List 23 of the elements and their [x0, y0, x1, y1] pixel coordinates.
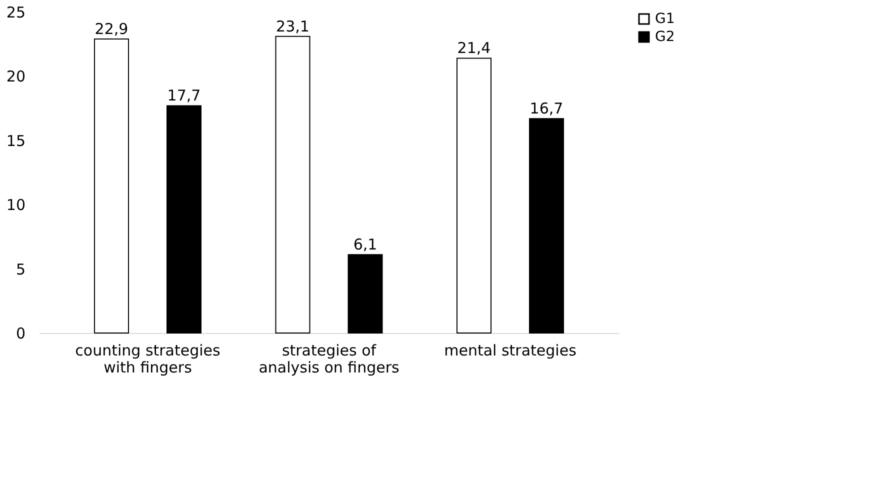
data-label: 21,4 [457, 39, 491, 58]
data-label: 22,9 [94, 20, 128, 38]
y-tick-label: 0 [16, 324, 26, 342]
bar [166, 105, 202, 334]
x-tick-label: strategies of analysis on fingers [258, 342, 400, 376]
x-tick-label: counting strategies with fingers [75, 342, 221, 376]
x-tick-label: mental strategies [444, 342, 577, 360]
y-tick-label: 15 [6, 132, 26, 150]
data-label: 6,1 [353, 236, 378, 254]
bar [275, 36, 310, 334]
y-tick-label: 20 [6, 68, 26, 86]
legend-label: G2 [655, 29, 675, 45]
y-tick-label: 25 [6, 4, 26, 22]
legend-label: G1 [655, 11, 675, 27]
data-label: 16,7 [530, 100, 564, 118]
data-label: 23,1 [276, 17, 310, 36]
bar [348, 254, 383, 334]
bar [94, 38, 129, 334]
data-label: 17,7 [167, 86, 201, 105]
y-tick-label: 10 [6, 196, 26, 214]
bar [456, 58, 492, 334]
y-tick-label: 5 [16, 260, 26, 278]
bar [529, 118, 564, 334]
